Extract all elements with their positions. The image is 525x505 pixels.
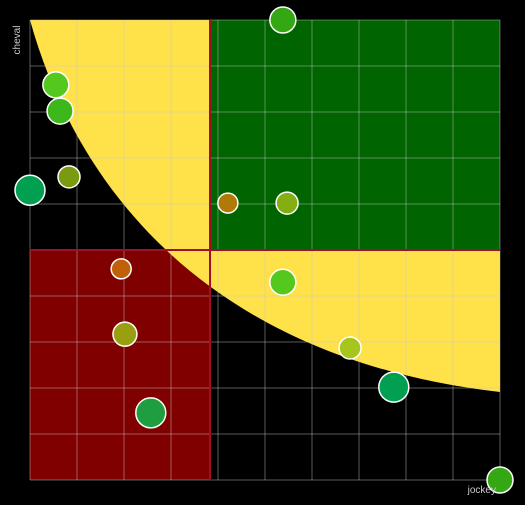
bubble	[110, 258, 132, 280]
x-axis-label: jockey	[467, 485, 496, 496]
bubble	[42, 71, 70, 99]
bubble	[46, 97, 74, 125]
bubble	[269, 268, 297, 296]
bubble	[57, 165, 81, 189]
bubble	[217, 192, 239, 214]
bubble	[269, 6, 297, 34]
bubble	[275, 191, 299, 215]
zones	[30, 20, 500, 480]
points	[14, 6, 514, 494]
bubble	[378, 371, 410, 403]
y-axis-label: cheval	[12, 26, 23, 55]
bubble	[135, 397, 167, 429]
grid	[29, 19, 501, 481]
bubble	[486, 466, 514, 494]
red-zone	[30, 250, 211, 480]
green-zone	[210, 20, 500, 250]
bubble	[338, 336, 362, 360]
bubble	[14, 174, 46, 206]
bubble	[112, 321, 138, 347]
